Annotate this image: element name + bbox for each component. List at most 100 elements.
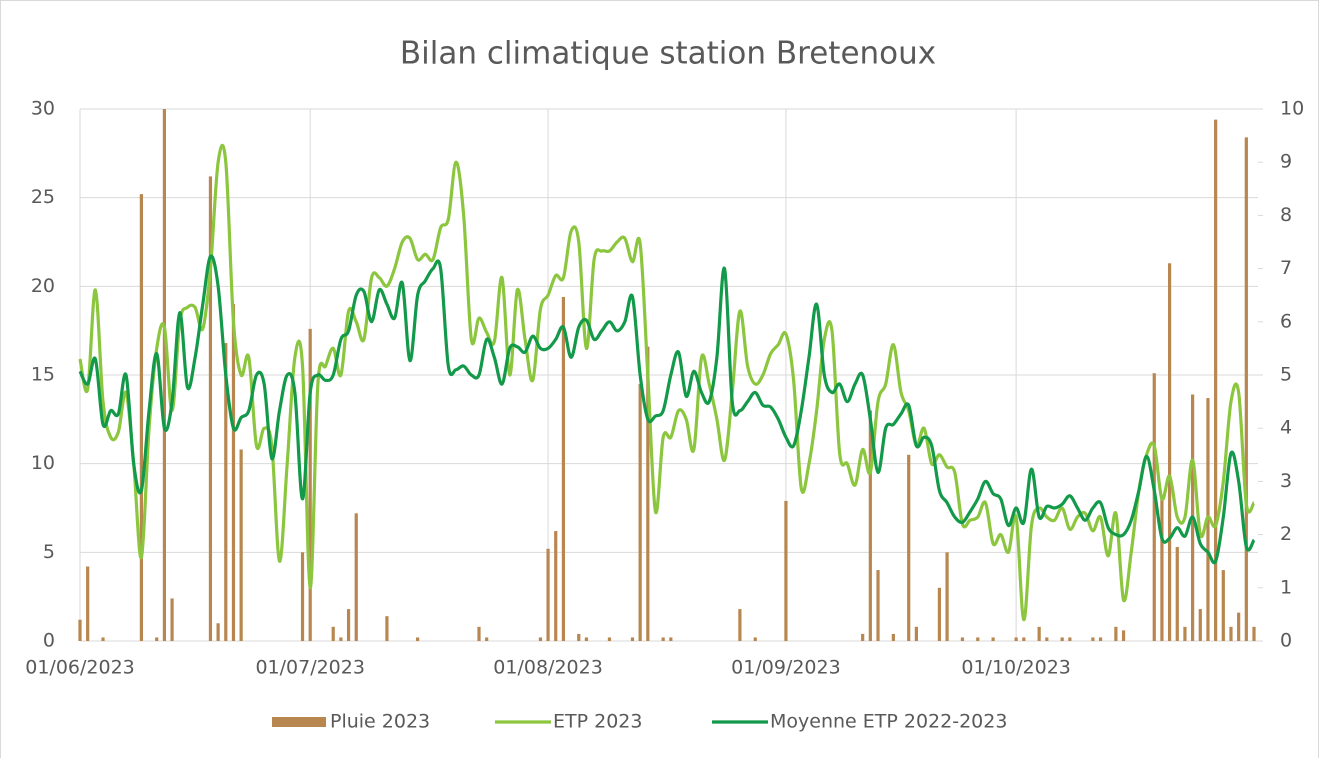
x-tick-label: 01/07/2023 bbox=[255, 657, 365, 679]
legend-label: ETP 2023 bbox=[553, 711, 642, 733]
bar bbox=[101, 637, 105, 641]
y2-tick-label: 2 bbox=[1280, 523, 1292, 545]
bar bbox=[1229, 626, 1233, 641]
bar bbox=[861, 633, 865, 641]
legend-swatch bbox=[272, 717, 326, 727]
y2-tick-label: 7 bbox=[1280, 257, 1292, 279]
bar bbox=[1022, 637, 1026, 641]
bar bbox=[1152, 373, 1156, 641]
line bbox=[78, 254, 1256, 565]
bar bbox=[554, 531, 558, 641]
x-tick-label: 01/10/2023 bbox=[961, 657, 1071, 679]
bar bbox=[784, 500, 788, 641]
bar bbox=[669, 637, 673, 641]
x-tick-label: 01/09/2023 bbox=[731, 657, 841, 679]
legend-label: Moyenne ETP 2022-2023 bbox=[770, 711, 1007, 733]
bar bbox=[1121, 630, 1126, 641]
y2-tick-label: 9 bbox=[1280, 151, 1292, 173]
bar bbox=[1244, 137, 1248, 641]
bar bbox=[561, 296, 566, 641]
bar bbox=[1014, 637, 1018, 641]
bar bbox=[976, 637, 980, 641]
bar bbox=[1198, 609, 1202, 641]
bar bbox=[1214, 119, 1218, 641]
bar bbox=[646, 346, 650, 641]
y2-tick-label: 8 bbox=[1280, 204, 1292, 226]
bar bbox=[308, 328, 312, 641]
bar bbox=[584, 637, 589, 641]
bar bbox=[231, 304, 236, 641]
bar bbox=[1221, 570, 1225, 641]
bar bbox=[354, 513, 358, 641]
bar bbox=[416, 637, 420, 641]
y2-tick-label: 10 bbox=[1280, 98, 1304, 120]
bar bbox=[607, 637, 612, 641]
bar bbox=[86, 566, 90, 641]
bar bbox=[1252, 626, 1256, 641]
bar bbox=[170, 598, 174, 641]
bar bbox=[155, 637, 159, 641]
y-tick-label: 15 bbox=[31, 364, 55, 386]
y-tick-label: 25 bbox=[31, 186, 55, 208]
bar bbox=[945, 552, 949, 641]
bar bbox=[1160, 499, 1164, 641]
legend-label: Pluie 2023 bbox=[330, 711, 430, 733]
bar bbox=[331, 626, 335, 641]
bar bbox=[1167, 263, 1172, 641]
bar bbox=[991, 637, 995, 641]
bar bbox=[577, 633, 581, 641]
bar bbox=[661, 637, 665, 641]
bar bbox=[538, 637, 542, 641]
bar bbox=[1045, 637, 1049, 641]
bar bbox=[753, 637, 757, 641]
y2-tick-label: 1 bbox=[1280, 576, 1292, 598]
bar bbox=[1175, 547, 1179, 641]
bar bbox=[546, 548, 550, 641]
bar bbox=[139, 194, 143, 641]
bar bbox=[339, 637, 343, 641]
bar bbox=[239, 449, 243, 641]
y-tick-label: 10 bbox=[31, 452, 55, 474]
y2-tick-label: 4 bbox=[1280, 417, 1292, 439]
y-tick-label: 0 bbox=[43, 630, 55, 652]
y-tick-label: 20 bbox=[31, 275, 55, 297]
bar bbox=[937, 587, 941, 641]
bar bbox=[630, 637, 635, 641]
bar bbox=[638, 383, 642, 641]
x-tick-label: 01/06/2023 bbox=[25, 657, 135, 679]
bar bbox=[477, 626, 481, 641]
bar bbox=[78, 619, 82, 641]
bar bbox=[960, 637, 965, 641]
bar bbox=[485, 637, 489, 641]
y-tick-label: 30 bbox=[31, 98, 55, 120]
bar bbox=[891, 633, 895, 641]
chart-title: Bilan climatique station Bretenoux bbox=[400, 36, 936, 72]
bar bbox=[1060, 637, 1064, 641]
y2-tick-label: 5 bbox=[1280, 364, 1292, 386]
bar bbox=[738, 609, 742, 641]
bar bbox=[1114, 626, 1118, 641]
bar bbox=[914, 626, 918, 641]
bar bbox=[1237, 612, 1241, 641]
bar bbox=[1098, 637, 1103, 641]
bar bbox=[224, 343, 228, 641]
x-tick-label: 01/08/2023 bbox=[493, 657, 603, 679]
y2-tick-label: 6 bbox=[1280, 310, 1292, 332]
bar bbox=[1068, 637, 1072, 641]
bar bbox=[1091, 637, 1095, 641]
bar bbox=[385, 616, 389, 641]
bar bbox=[907, 454, 911, 641]
bar bbox=[346, 609, 351, 641]
y2-tick-label: 0 bbox=[1280, 630, 1292, 652]
bar bbox=[876, 570, 880, 641]
bar bbox=[208, 176, 213, 642]
bar bbox=[216, 623, 220, 641]
bar bbox=[868, 410, 872, 641]
y2-tick-label: 3 bbox=[1280, 470, 1292, 492]
bar bbox=[162, 109, 167, 641]
bar bbox=[1037, 626, 1041, 641]
y-tick-label: 5 bbox=[43, 541, 55, 563]
bar bbox=[1183, 626, 1187, 641]
